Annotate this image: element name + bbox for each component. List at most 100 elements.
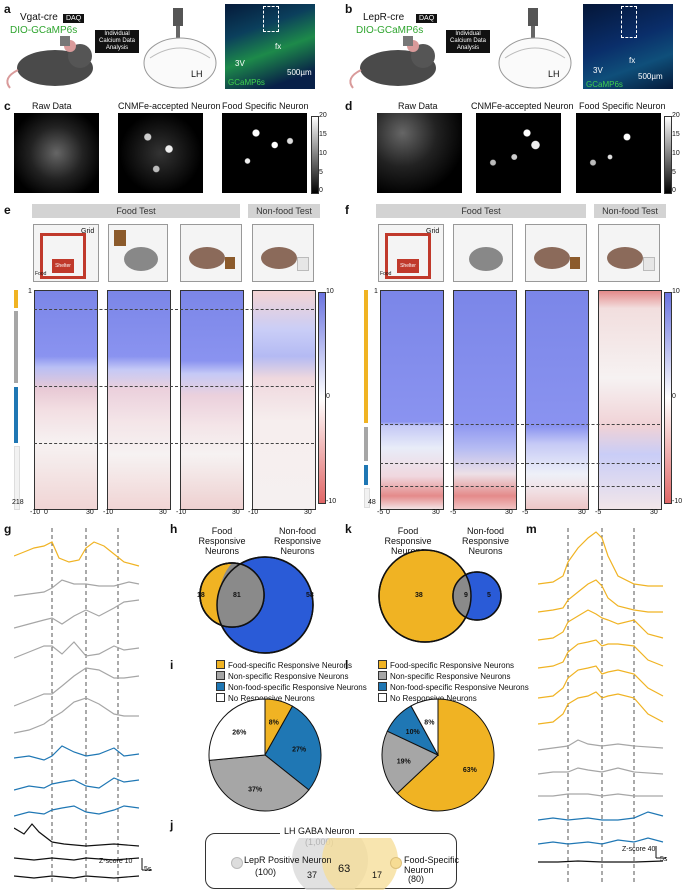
colorbar-tick: 15: [319, 131, 327, 138]
venn-only-left: 38: [415, 592, 423, 599]
mouse-line-a: Vgat-cre: [20, 12, 58, 23]
colorbar-tick: 20: [672, 112, 680, 119]
venn-only-right-j: 17: [372, 870, 383, 880]
legend-label: Non-specific Responsive Neurons: [228, 672, 349, 681]
venn-right-title-k: Non-food Responsive Neurons: [461, 526, 510, 556]
fiber-outline: [263, 6, 279, 32]
venn-overlap: 81: [233, 592, 241, 599]
x-tick: 30: [432, 509, 440, 516]
pie-slice-label: 27%: [292, 746, 307, 753]
colorbar-tick: 0: [672, 393, 676, 400]
heatmap-f-1: [380, 290, 444, 510]
venn-only-left-j: 37: [307, 870, 318, 880]
legend-i: Food-specific Responsive Neurons Non-spe…: [216, 660, 367, 704]
legend-label: No Responsive Neurons: [228, 694, 315, 703]
pie-slice: [208, 754, 310, 812]
panel-label-k: k: [345, 522, 352, 536]
heatmap-f-3: [525, 290, 589, 510]
group-bar-nonspecific: [364, 427, 368, 461]
x-tick: -10: [176, 509, 187, 516]
group-bar-nonfood: [364, 465, 368, 485]
row-top-label: 1: [28, 288, 32, 295]
venn-only-right: 58: [306, 592, 314, 599]
food-pellet-icon: [114, 230, 126, 246]
legend-item: No Responsive Neurons: [216, 693, 367, 704]
group-bar-none: [14, 446, 20, 510]
cnmfe-image-c: [118, 113, 203, 193]
legend-swatch: [378, 660, 387, 669]
x-tick: 30: [159, 509, 167, 516]
label-fx: fx: [275, 42, 282, 51]
x-tick: 30: [578, 509, 586, 516]
x-tick: 30: [304, 509, 312, 516]
legend-item: Non-food-specific Responsive Neurons: [378, 682, 529, 693]
colorbar-tick: 0: [672, 187, 676, 194]
group-divider: [380, 463, 660, 464]
title-foodspecific-c: Food Specific Neuron: [222, 101, 309, 111]
title-raw-d: Raw Data: [398, 101, 438, 111]
heatmap-e-1: [34, 290, 98, 510]
analysis-box-a: Individual Calcium Data Analysis: [95, 30, 139, 53]
colorbar-tick: 20: [319, 112, 327, 119]
group-divider: [380, 424, 660, 425]
mouse-icon: [124, 247, 158, 271]
mouse-illustration-a: [6, 36, 93, 89]
legend-swatch: [378, 682, 387, 691]
legend-dot-lepr: [231, 857, 243, 869]
venn-header-title: LH GABA Neuron: [284, 826, 355, 836]
x-tick: -10: [30, 509, 41, 516]
pie-slice-label: 26%: [232, 730, 247, 737]
legend-swatch: [378, 693, 387, 702]
venn-only-right: 5: [487, 592, 491, 599]
panel-label-f: f: [345, 203, 349, 217]
venn-left-title-h: Food Responsive Neurons: [198, 526, 246, 556]
group-bar-food: [364, 290, 368, 423]
nonfood-illustration-f: [598, 224, 660, 282]
colorbar-c: [311, 116, 319, 194]
venn-only-left: 18: [197, 592, 205, 599]
food-label: Food: [380, 271, 392, 277]
pie-slice-label: 19%: [397, 758, 412, 765]
mouse-icon: [607, 247, 643, 269]
legend-label: No Responsive Neurons: [390, 694, 477, 703]
grid-label: Grid: [426, 228, 440, 235]
legend-label: Non-food-specific Responsive Neurons: [228, 683, 367, 692]
analysis-box-b: Individual Calcium Data Analysis: [446, 30, 490, 53]
panel-label-g: g: [4, 522, 12, 536]
x-tick: 30: [86, 509, 94, 516]
legend-item: Food-specific Responsive Neurons: [216, 660, 367, 671]
venn-k: [378, 549, 502, 643]
object-icon: [297, 257, 309, 271]
colorbar-tick: -10: [672, 498, 683, 505]
x-tick: -10: [103, 509, 114, 516]
x-tick: 0: [386, 509, 390, 516]
pie-chart-l: 63% 19% 10%8%: [381, 698, 495, 812]
mouse-icon: [189, 247, 225, 269]
virus-a: DIO-GCaMP6s: [10, 25, 78, 36]
handfeed-illustration-e: [108, 224, 168, 282]
venn-overlap-j: 63: [338, 863, 351, 875]
colorbar-tick: 10: [672, 150, 680, 157]
food-test-bar-f: Food Test: [376, 204, 586, 218]
group-divider: [34, 443, 314, 444]
group-bar-nonspecific: [14, 311, 18, 383]
panel-label-e: e: [4, 203, 11, 217]
panel-label-j: j: [170, 818, 174, 832]
colorbar-d: [664, 116, 672, 194]
heatmap-f-2: [453, 290, 517, 510]
daq-box-a: DAQ: [63, 14, 85, 23]
colorbar-tick: -10: [326, 498, 337, 505]
shelter-box: Shelter: [52, 259, 74, 273]
heatmap-f-4: [598, 290, 662, 510]
arena-walls: [40, 233, 86, 279]
venn-overlap: 9: [464, 592, 468, 599]
pie-slice: [410, 698, 439, 756]
x-tick: -5: [522, 509, 529, 516]
brain-label-a: LH: [191, 69, 203, 79]
pie-slice: [381, 730, 439, 795]
legend-label: Food-specific Responsive Neurons: [228, 661, 353, 670]
label-3v: 3V: [593, 66, 603, 75]
pie-slice: [208, 698, 266, 761]
x-tick: -5: [450, 509, 457, 516]
fiber-outline: [621, 6, 637, 38]
